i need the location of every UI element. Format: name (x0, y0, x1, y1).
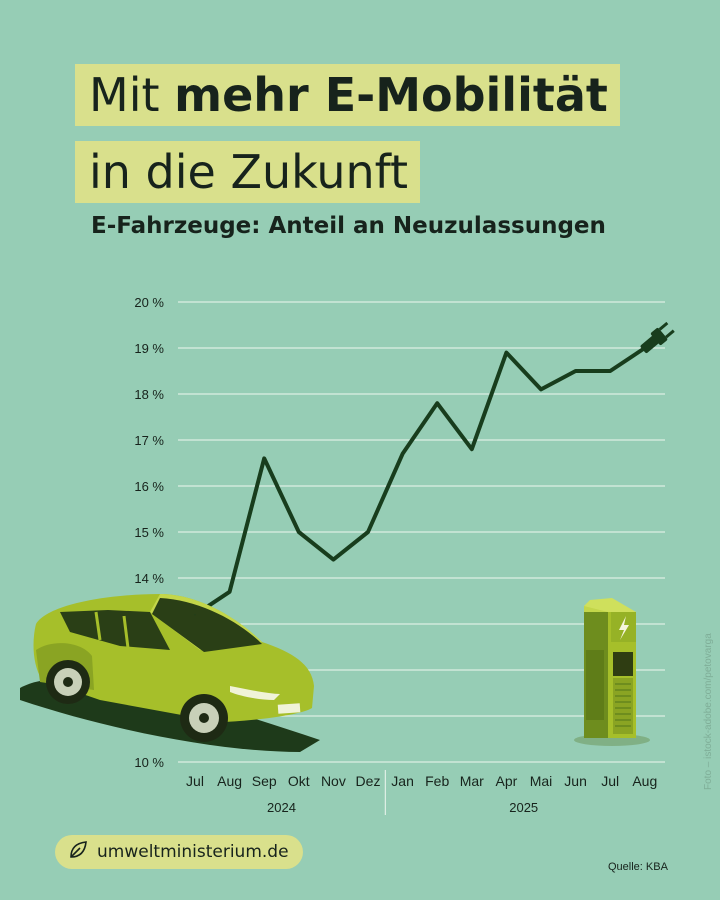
leaf-icon (67, 839, 89, 866)
data-point (436, 402, 438, 404)
y-tick-label: 18 % (134, 387, 164, 402)
data-point (540, 388, 542, 390)
data-point (194, 614, 196, 616)
x-tick-label: Nov (321, 773, 346, 789)
x-tick-label: Jul (186, 773, 204, 789)
year-label: 2024 (267, 800, 296, 815)
x-tick-label: Dez (356, 773, 381, 789)
title-normal: Mit (89, 68, 175, 122)
data-point (367, 531, 369, 533)
title-bold: mehr E-Mobilität (174, 68, 608, 122)
electric-car-icon (20, 594, 320, 752)
source-label: Quelle: KBA (608, 861, 668, 873)
data-point (609, 370, 611, 372)
x-tick-label: Jun (564, 773, 587, 789)
data-point (471, 448, 473, 450)
x-tick-label: Feb (425, 773, 449, 789)
y-tick-label: 14 % (134, 571, 164, 586)
data-point (644, 347, 646, 349)
series-points (194, 347, 646, 616)
x-tick-label: Mar (460, 773, 484, 789)
y-tick-label: 17 % (134, 433, 164, 448)
y-tick-label: 10 % (134, 755, 164, 770)
y-tick-label: 15 % (134, 525, 164, 540)
x-tick-label: Mai (530, 773, 553, 789)
title-line-2: in die Zukunft (75, 141, 421, 203)
data-point (575, 370, 577, 372)
data-point (263, 457, 265, 459)
data-point (505, 352, 507, 354)
y-tick-label: 20 % (134, 295, 164, 310)
charging-station-icon (574, 598, 650, 746)
x-tick-label: Apr (496, 773, 518, 789)
chart-subtitle: E-Fahrzeuge: Anteil an Neuzulassungen (91, 213, 606, 239)
data-point (402, 453, 404, 455)
series-line (193, 346, 647, 617)
year-labels: 2024 2025 (267, 770, 538, 815)
x-tick-label: Aug (217, 773, 242, 789)
data-point (229, 591, 231, 593)
x-tick-label: Jul (601, 773, 619, 789)
plug-icon (640, 321, 675, 354)
y-tick-label: 19 % (134, 341, 164, 356)
photo-credit: Foto – istock-adobe.com/petovarga (703, 633, 714, 790)
website-badge[interactable]: umweltministerium.de (55, 835, 303, 869)
x-tick-label: Aug (632, 773, 657, 789)
y-tick-label: 16 % (134, 479, 164, 494)
data-point (332, 559, 334, 561)
x-axis-labels: Jul Aug Sep Okt Nov Dez Jan Feb Mar Apr Mai Jun Jul A… (186, 773, 657, 789)
x-tick-label: Jan (391, 773, 414, 789)
y-axis-labels: 10 % 14 % 15 % 16 % 17 % 18 % 19 % 20 % (134, 295, 164, 770)
data-point (298, 531, 300, 533)
website-label: umweltministerium.de (97, 842, 289, 862)
year-label: 2025 (509, 800, 538, 815)
x-tick-label: Okt (288, 773, 310, 789)
x-tick-label: Sep (252, 773, 277, 789)
title-line-1: Mit mehr E-Mobilität (75, 64, 620, 126)
